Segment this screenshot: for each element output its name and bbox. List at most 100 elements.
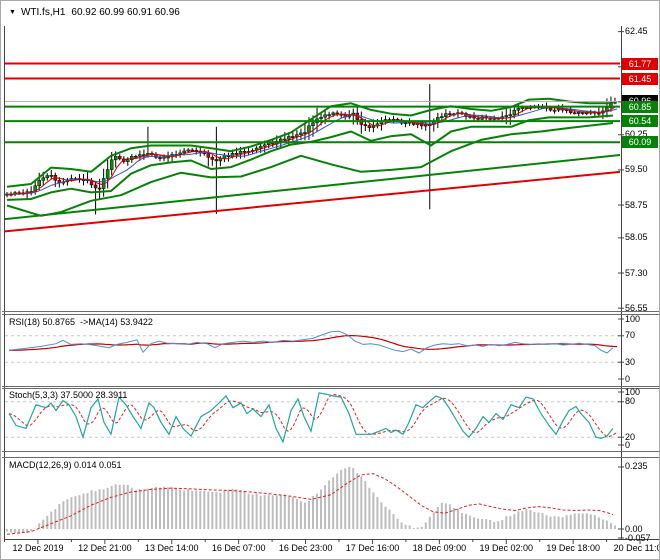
candle: [323, 114, 327, 118]
candle: [258, 146, 263, 149]
candle: [291, 136, 295, 138]
candle: [516, 108, 521, 111]
price-axis-tick: 60.25: [625, 129, 648, 140]
candle: [576, 112, 581, 114]
candle: [109, 159, 114, 170]
candle: [423, 124, 428, 127]
time-axis-label: 17 Dec 16:00: [345, 543, 400, 553]
macd-axis-tick: -0.057: [625, 532, 651, 543]
candle: [512, 109, 517, 115]
candle: [186, 149, 190, 152]
rsi-axis-tick: 30: [625, 356, 636, 367]
rsi-line: [8, 330, 614, 354]
candle: [130, 156, 134, 160]
price-axis-tick: 58.05: [625, 232, 648, 243]
time-axis-label: 13 Dec 14:00: [145, 543, 199, 553]
candle: [613, 101, 617, 104]
rsi-axis-tick: 0: [625, 373, 631, 384]
candle: [319, 116, 323, 120]
price-axis-tick: 56.55: [625, 302, 648, 313]
candle: [37, 180, 41, 186]
price-axis-tick: 57.30: [625, 267, 648, 278]
candle: [279, 138, 283, 142]
candle: [363, 124, 368, 126]
candle: [162, 156, 166, 159]
candle: [206, 153, 211, 158]
candle: [234, 153, 239, 155]
stoch-k-line: [8, 392, 614, 444]
stoch-axis-tick: 20: [625, 431, 636, 442]
candle: [311, 122, 315, 127]
stoch-d-line: [8, 393, 619, 438]
candle: [448, 113, 452, 116]
stoch-axis-tick: 0: [625, 439, 631, 450]
candle: [33, 185, 37, 192]
level-price-badge: 60.09: [622, 136, 658, 149]
candle: [262, 144, 267, 147]
candle: [105, 169, 110, 179]
candle: [283, 138, 287, 141]
candle: [214, 159, 219, 162]
candle: [287, 136, 291, 140]
symbol-dropdown-icon[interactable]: ▼: [9, 9, 16, 16]
time-axis-label: 12 Dec 2019: [12, 543, 64, 553]
candle: [230, 153, 235, 157]
candle: [166, 156, 170, 159]
trend-line: [5, 170, 620, 233]
candle: [327, 114, 331, 117]
candle: [210, 157, 215, 160]
candle: [468, 115, 472, 118]
chart-title: ▼ WTI.fs,H1 60.92 60.99 60.91 60.96: [9, 7, 180, 18]
candle: [548, 107, 553, 111]
candle: [444, 113, 448, 117]
candle: [142, 154, 146, 157]
candle: [331, 112, 335, 115]
candle: [552, 109, 557, 112]
candle: [504, 115, 509, 118]
candle: [117, 156, 122, 160]
candle: [113, 156, 118, 161]
candle: [609, 102, 613, 108]
price-axis-tick: 59.50: [625, 164, 648, 175]
candle: [190, 149, 194, 152]
ma-fast-line: [6, 105, 618, 195]
candle: [97, 187, 102, 190]
price-axis-tick: 62.45: [625, 26, 648, 37]
rsi-axis-tick: 100: [625, 313, 641, 324]
candle: [371, 125, 376, 128]
main-price-panel[interactable]: [1, 62, 621, 233]
rsi-panel-label: RSI(18) 50.8765 ->MA(14) 53.9422: [9, 317, 153, 327]
rsi-panel[interactable]: [5, 330, 619, 363]
candle: [182, 150, 186, 154]
candle: [403, 122, 408, 125]
stoch-axis-tick: 80: [625, 396, 636, 407]
candle: [597, 112, 601, 115]
candle: [508, 114, 513, 117]
level-price-badge: 61.77: [622, 57, 658, 70]
macd-panel[interactable]: [6, 466, 616, 535]
time-axis-label: 19 Dec 02:00: [479, 543, 534, 553]
level-price-badge: 61.45: [622, 72, 658, 85]
candle: [138, 154, 142, 157]
candle: [572, 112, 577, 115]
candle: [158, 157, 162, 159]
candle: [299, 132, 303, 135]
time-axis-label: 18 Dec 09:00: [412, 543, 467, 553]
ohlc-values: 60.92 60.99 60.91 60.96: [71, 7, 180, 18]
macd-axis-tick: 0.00: [625, 523, 643, 534]
candle: [45, 175, 50, 179]
candle: [303, 132, 307, 134]
candle: [440, 116, 444, 118]
rsi-axis-tick: 70: [625, 330, 636, 341]
candle: [49, 175, 54, 177]
trend-line: [5, 154, 620, 221]
bollinger-band-line: [6, 122, 614, 217]
level-price-badge: 60.54: [622, 115, 658, 128]
candle: [295, 134, 299, 137]
macd-axis-tick: 0.235: [625, 461, 648, 472]
time-axis-label: 19 Dec 18:00: [546, 543, 600, 553]
price-axis-tick: 58.75: [625, 199, 648, 210]
stochastic-panel[interactable]: [5, 392, 619, 444]
